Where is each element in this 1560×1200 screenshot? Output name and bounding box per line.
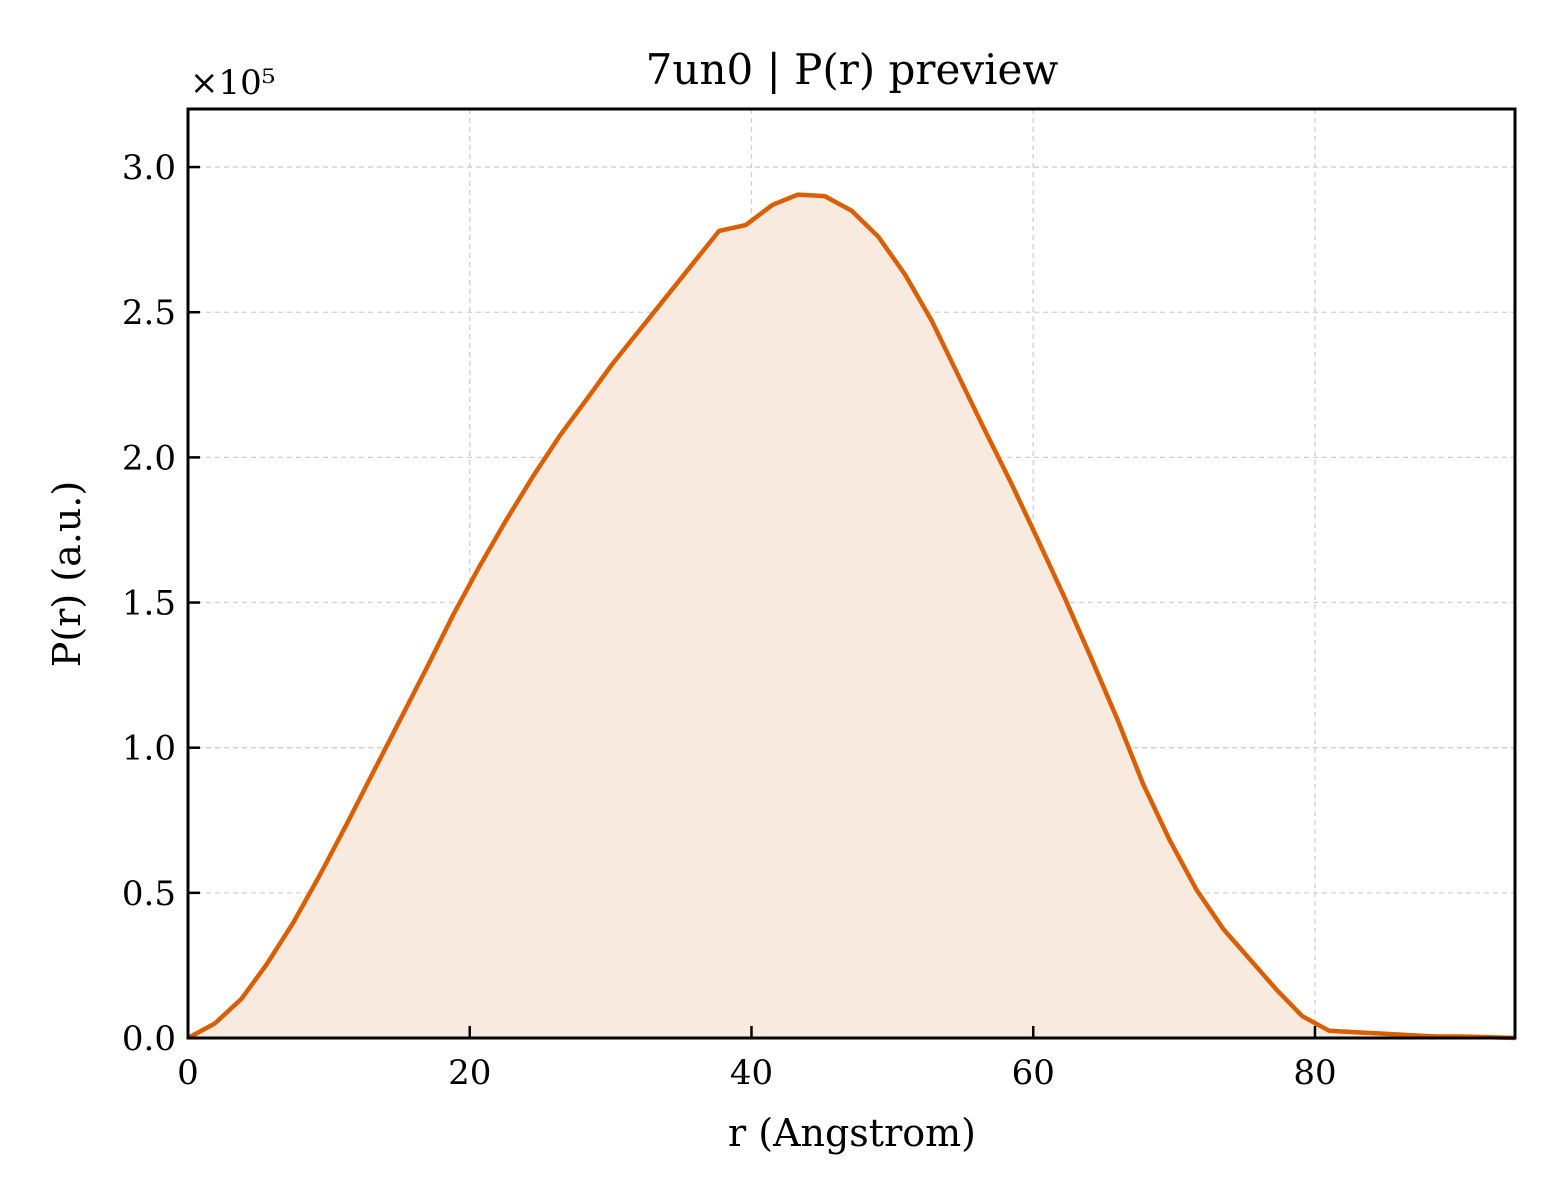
y-tick-label: 3.0 bbox=[122, 148, 176, 188]
y-tick-label: 2.0 bbox=[122, 438, 176, 478]
chart-title: 7un0 | P(r) preview bbox=[646, 45, 1059, 94]
y-axis-multiplier: ×10⁵ bbox=[190, 63, 275, 103]
x-axis-label: r (Angstrom) bbox=[728, 1111, 976, 1155]
series-area-fill bbox=[188, 194, 1515, 1039]
x-tick-label: 0 bbox=[177, 1053, 199, 1093]
plot-frame bbox=[186, 107, 1517, 1040]
y-axis-label: P(r) (a.u.) bbox=[45, 481, 89, 667]
y-tick-label: 1.0 bbox=[122, 729, 176, 769]
y-tick-label: 0.0 bbox=[122, 1019, 176, 1059]
x-tick-label: 80 bbox=[1293, 1053, 1336, 1093]
series-line bbox=[186, 192, 1516, 1041]
y-tick-label: 0.5 bbox=[122, 874, 176, 914]
x-tick-label: 20 bbox=[448, 1053, 491, 1093]
x-tick-label: 40 bbox=[730, 1053, 773, 1093]
y-tick-label: 2.5 bbox=[122, 293, 176, 333]
x-tick-label: 60 bbox=[1012, 1053, 1055, 1093]
ticks bbox=[186, 165, 1317, 1040]
y-tick-label: 1.5 bbox=[122, 584, 176, 624]
tick-labels: 0 20 40 60 80 0.0 0.5 1.0 1.5 2.0 2.5 3.0 bbox=[122, 148, 1337, 1093]
